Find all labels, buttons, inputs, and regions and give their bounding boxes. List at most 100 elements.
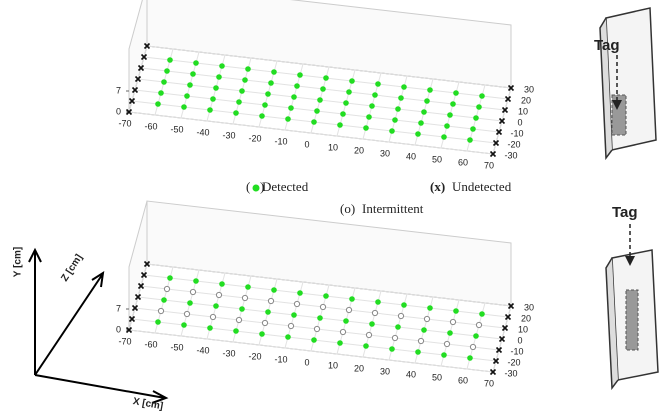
detected-point [421,109,427,115]
grid-line [129,112,493,154]
side-wall [129,201,147,330]
z-tick-label: -30 [504,150,517,160]
x-tick-label: -30 [222,348,235,358]
detected-point [375,81,381,87]
detected-point [190,71,196,77]
intermittent-point [294,301,299,306]
z-tick-label: 20 [521,313,531,323]
legend-marker: (o) [340,201,355,216]
detected-point [389,128,395,134]
book-bottom [606,224,658,388]
intermittent-point [158,308,163,313]
detected-point [236,99,242,105]
legend-marker: (x) [430,179,445,194]
detected-point [311,337,317,343]
detected-point [418,120,424,126]
plots: -70-60-50-40-30-20-10010203040506070-30-… [116,0,534,388]
detected-point [473,333,479,339]
x-tick-label: 70 [484,160,494,170]
detected-point [395,106,401,112]
triad-y [29,250,41,375]
detected-point [245,66,251,72]
detected-point [444,123,450,129]
detected-point [285,116,291,122]
detected-point [323,293,329,299]
detected-point [265,91,271,97]
x-tick-label: 40 [406,369,416,379]
detected-point [161,297,167,303]
intermittent-point [262,320,267,325]
detected-point [366,114,372,120]
detected-point [476,104,482,110]
x-tick-label: 10 [328,360,338,370]
detected-point [233,328,239,334]
x-tick-label: 70 [484,378,494,388]
detected-point [320,86,326,92]
detected-point [271,287,277,293]
detected-point [421,327,427,333]
detected-point [161,79,167,85]
back-wall [147,201,511,306]
z-tick-label: -20 [507,357,520,367]
detected-point [453,90,459,96]
x-tick-label: -60 [144,121,157,131]
intermittent-point [164,286,169,291]
detected-point [317,97,323,103]
detected-point [239,306,245,312]
detected-point [349,296,355,302]
intermittent-point [190,289,195,294]
detected-point [297,290,303,296]
detected-point [245,284,251,290]
detected-point [369,103,375,109]
z-tick-label: -10 [510,128,523,138]
book-top [600,8,656,158]
x-tick-label: -20 [248,133,261,143]
detected-point [219,63,225,69]
x-tick-label: -50 [170,124,183,134]
detected-point [314,108,320,114]
detected-point [291,94,297,100]
x-tick-label: -70 [118,336,131,346]
x-tick-label: -10 [274,136,287,146]
legend-label: Intermittent [362,201,424,216]
legend-paren: ) [260,179,264,194]
detected-point [337,340,343,346]
detected-point [187,300,193,306]
detected-point [271,69,277,75]
y-tick-label: 7 [116,303,121,313]
detected-point [193,60,199,66]
detected-point [415,349,421,355]
z-tick-label: -20 [507,139,520,149]
detected-point [285,334,291,340]
x-tick-label: -70 [118,118,131,128]
detected-point [207,325,213,331]
detected-point [259,113,265,119]
detected-point [259,331,265,337]
detected-point [239,88,245,94]
y-tick-label: 7 [116,85,121,95]
tag-label: Tag [594,37,620,54]
detected-point [187,82,193,88]
intermittent-point [346,307,351,312]
intermittent-point [450,319,455,324]
detected-point [311,119,317,125]
y-tick-label: 0 [116,324,121,334]
detected-point [291,312,297,318]
legend-label: Undetected [452,179,512,194]
z-tick-label: 10 [518,324,528,334]
intermittent-point [424,316,429,321]
triad-z [35,273,103,375]
intermittent-point [242,295,247,300]
detected-point [242,77,248,83]
x-tick-label: 40 [406,151,416,161]
detected-point [372,92,378,98]
intermittent-point [366,332,371,337]
detected-point [392,117,398,123]
detected-point [213,85,219,91]
detected-point [167,57,173,63]
x-tick-label: 20 [354,145,364,155]
detected-point [470,126,476,132]
detected-point [317,315,323,321]
detected-point [479,311,485,317]
x-tick-label: -40 [196,345,209,355]
